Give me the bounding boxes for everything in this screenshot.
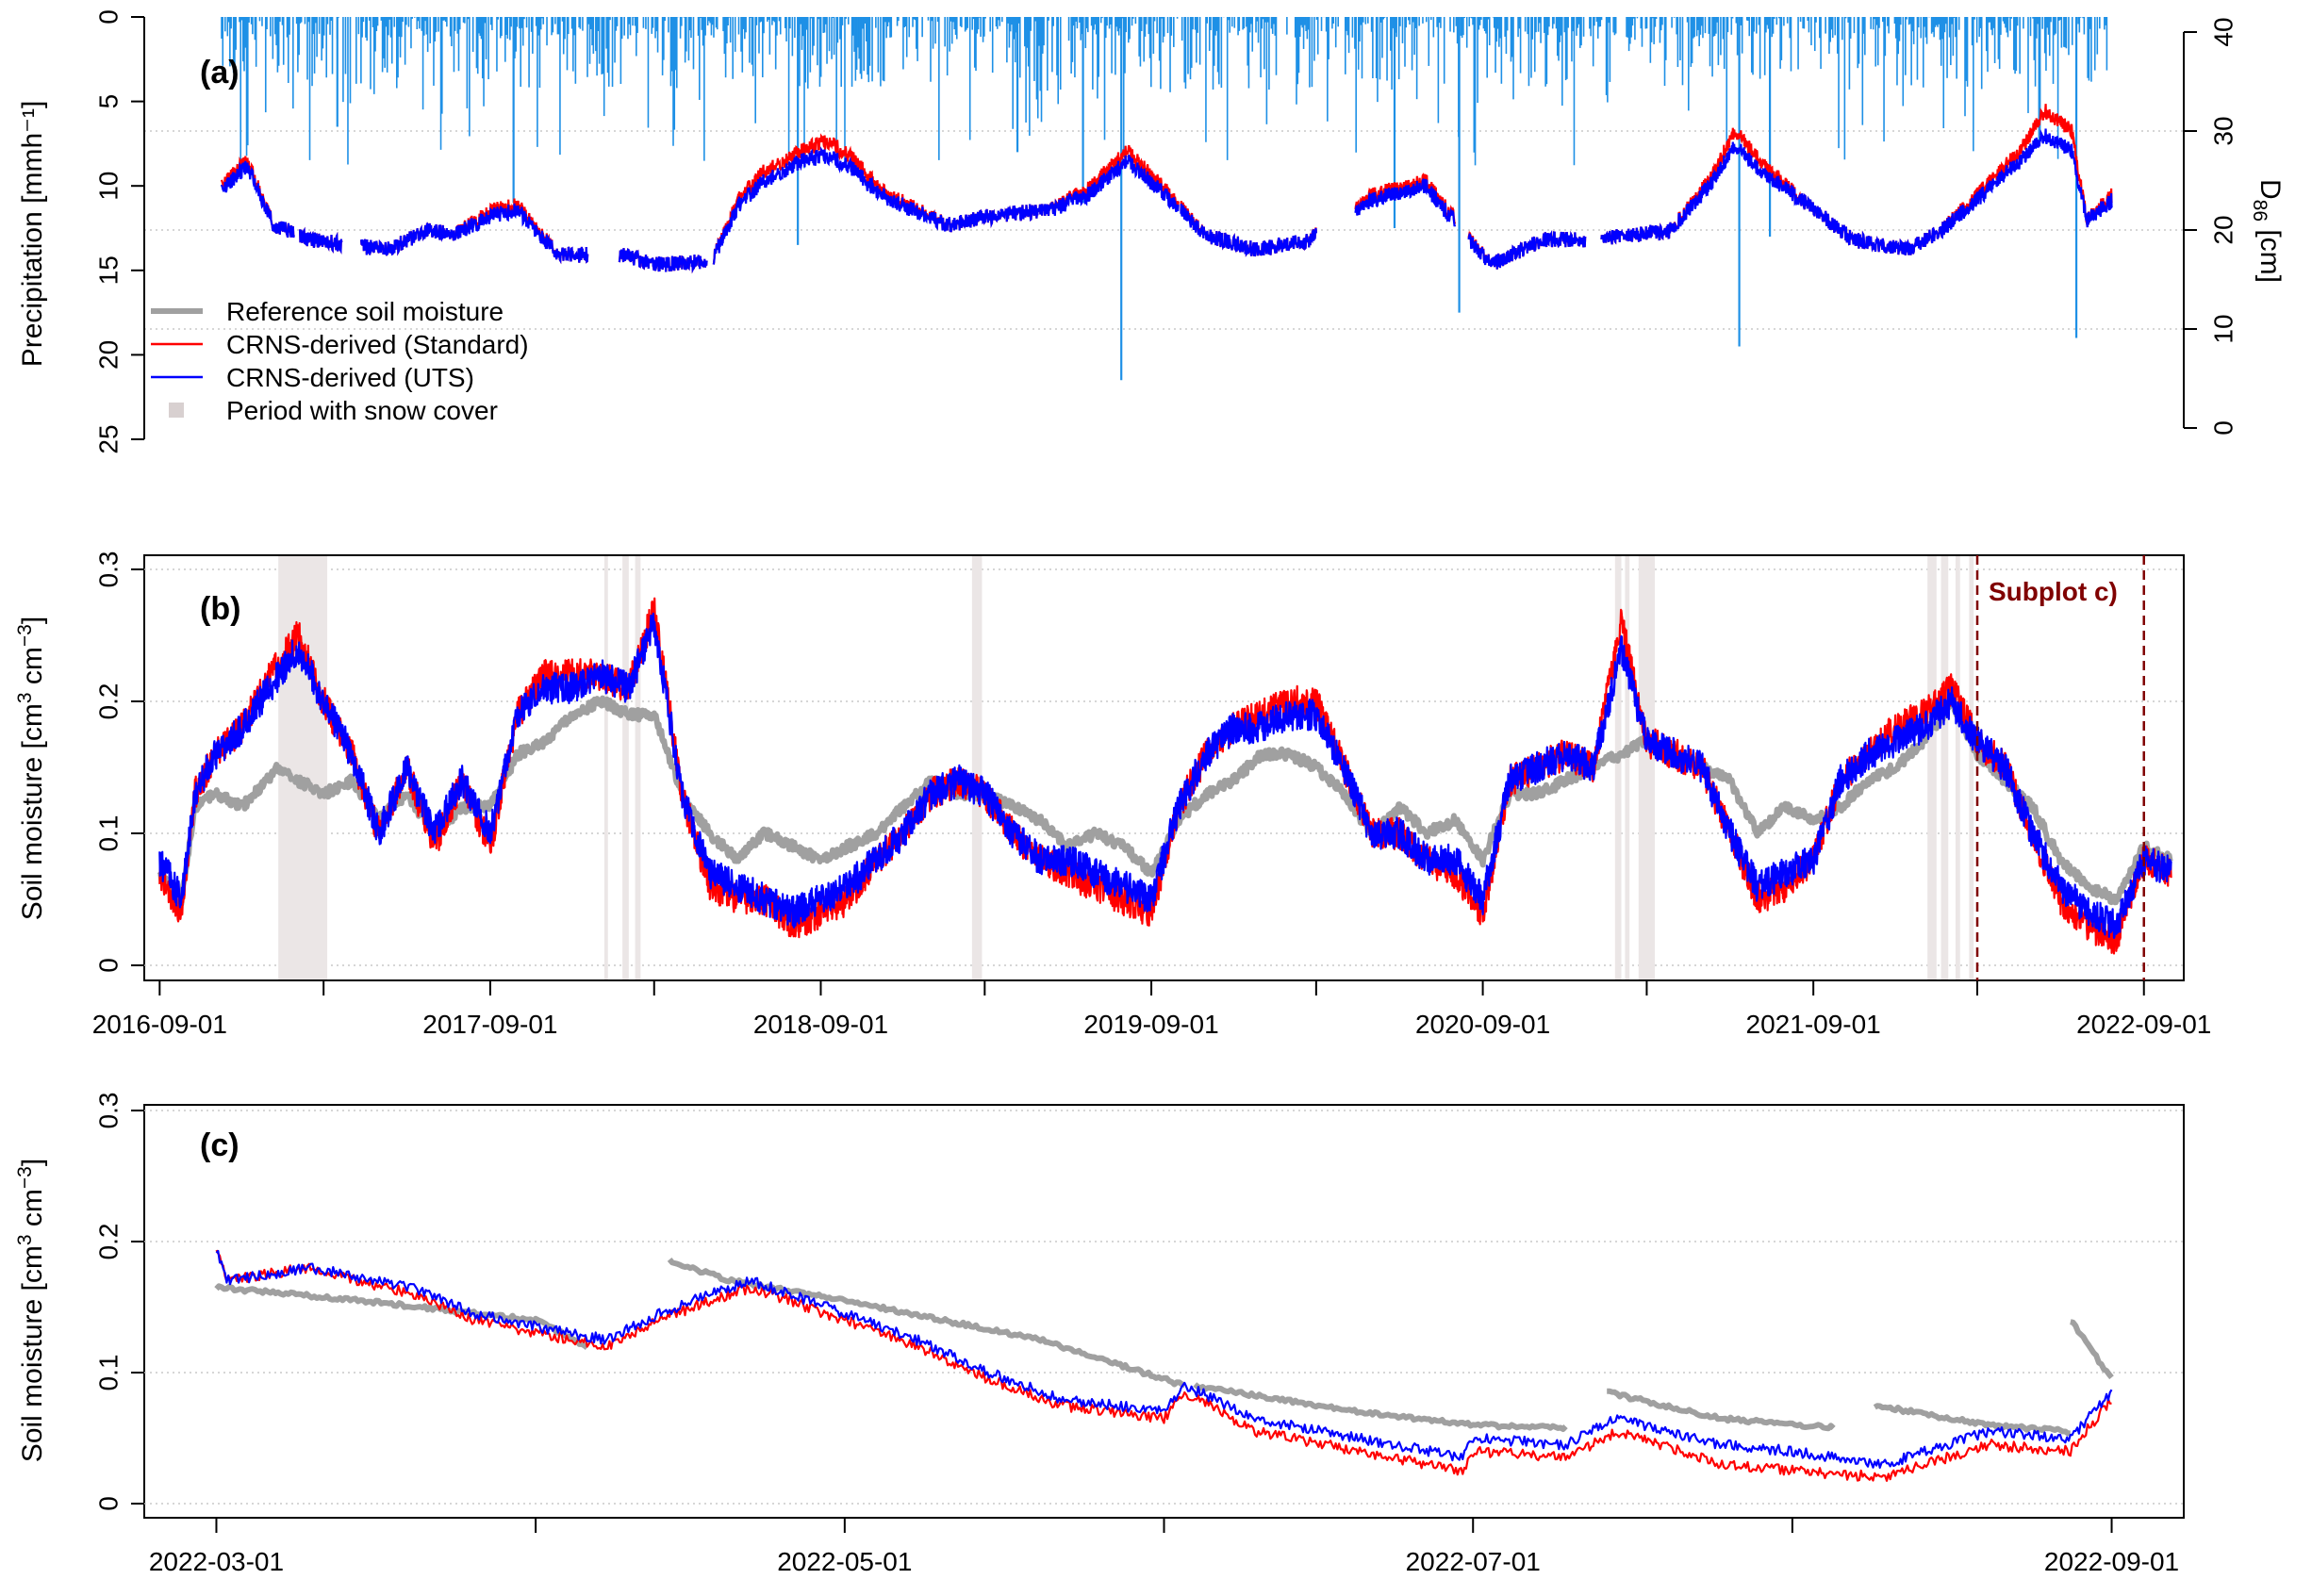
d86-segment xyxy=(1180,204,1317,257)
snow-period xyxy=(635,556,641,979)
panel-a: 0 5 10 15 20 25 0 10 20 30 40 Precipitation [mmh⁻¹]… xyxy=(17,9,2286,453)
y-tick-label: 0 xyxy=(93,1496,123,1511)
plot-frame xyxy=(143,554,2185,981)
y-tick-label: 25 xyxy=(93,424,123,453)
panel-c: 0 0.1 0.2 0.3 Soil moisture [cm3 cm−3] 2022-0… xyxy=(14,1093,2185,1576)
snow-periods xyxy=(278,556,1974,979)
subplot-marker-label: Subplot c) xyxy=(1989,577,2118,606)
y-tick-label: 15 xyxy=(93,255,123,285)
snow-period xyxy=(971,556,983,979)
d86-standard-series xyxy=(220,104,2113,274)
d86-segment xyxy=(1600,104,2113,255)
x-tick-label: 2018-09-01 xyxy=(753,1010,888,1039)
standard-series xyxy=(215,1249,2112,1482)
panel-c-label: (c) xyxy=(200,1127,239,1163)
uts-series xyxy=(158,612,2172,940)
x-tick-label: 2022-09-01 xyxy=(2076,1010,2211,1039)
y-axis-label: Precipitation [mmh⁻¹] xyxy=(17,101,48,368)
x-tick-label: 2021-09-01 xyxy=(1746,1010,1881,1039)
reference-segment xyxy=(214,1283,589,1351)
snow-period xyxy=(1638,556,1656,979)
d86-segment xyxy=(1354,177,1457,227)
y-axis-label: Soil moisture [cm3 cm−3] xyxy=(14,1159,48,1462)
d86-segment xyxy=(712,146,1180,265)
snow-period xyxy=(1614,556,1622,979)
y-tick-label: 0.1 xyxy=(93,815,123,852)
legend-swatch-snow xyxy=(169,403,184,418)
snow-period xyxy=(1927,556,1937,979)
y-tick-label: 0.1 xyxy=(93,1355,123,1391)
y2-axis-label: D86 [cm] xyxy=(2249,179,2286,283)
y-tick-label: 20 xyxy=(93,340,123,370)
legend-label: CRNS-derived (UTS) xyxy=(226,363,474,392)
legend-label: CRNS-derived (Standard) xyxy=(226,330,529,359)
y-tick-label: 0.2 xyxy=(93,1224,123,1260)
d86-segment xyxy=(712,133,1180,265)
d86-segment xyxy=(360,203,589,265)
y2-tick-label: 40 xyxy=(2208,17,2238,46)
reference-segment xyxy=(1607,1388,1836,1432)
reference-segment xyxy=(1873,1403,2072,1437)
d86-segment xyxy=(299,226,343,255)
x-tick-label: 2020-09-01 xyxy=(1415,1010,1550,1039)
snow-period xyxy=(1955,556,1960,979)
snow-period xyxy=(1969,556,1974,979)
snow-period xyxy=(1625,556,1630,979)
panel-b-label: (b) xyxy=(200,591,240,627)
y-tick-label: 5 xyxy=(93,94,123,109)
y2-tick-label: 20 xyxy=(2208,215,2238,244)
subplot-c-marker: Subplot c) xyxy=(1975,555,2145,980)
panel-b: 0 0.1 0.2 0.3 Soil moisture [cm3 cm−3] 2016-0… xyxy=(14,551,2211,1039)
snow-period xyxy=(1940,556,1949,979)
snow-period xyxy=(603,556,608,979)
x-tick-label: 2022-05-01 xyxy=(777,1547,912,1576)
y-axis-label: Soil moisture [cm3 cm−3] xyxy=(14,617,48,920)
y-tick-label: 0.3 xyxy=(93,551,123,588)
x-tick-label: 2022-09-01 xyxy=(2044,1547,2179,1576)
legend-label: Reference soil moisture xyxy=(226,297,504,326)
d86-uts-series xyxy=(220,128,2113,274)
y2-tick-label: 10 xyxy=(2208,314,2238,343)
d86-segment xyxy=(618,248,708,274)
y-tick-label: 0 xyxy=(93,9,123,25)
legend-label: Period with snow cover xyxy=(226,396,498,425)
y-tick-label: 0.2 xyxy=(93,683,123,720)
reference-segment xyxy=(157,695,2173,907)
y-tick-label: 0.3 xyxy=(93,1093,123,1129)
reference-segment xyxy=(667,1257,1185,1388)
d86-segment xyxy=(1467,229,1587,270)
y-tick-label: 0 xyxy=(93,958,123,973)
d86-segment xyxy=(1600,128,2113,255)
reference-series xyxy=(157,695,2173,907)
d86-segment xyxy=(220,160,295,239)
precipitation-bars xyxy=(221,17,2108,381)
y-tick-label: 10 xyxy=(93,172,123,201)
reference-series xyxy=(214,1257,2114,1437)
x-tick-label: 2022-03-01 xyxy=(149,1547,284,1576)
panel-a-label: (a) xyxy=(200,55,239,90)
reference-segment xyxy=(1193,1382,1568,1432)
reference-segment xyxy=(2070,1319,2114,1380)
snow-period xyxy=(622,556,629,979)
y2-tick-label: 0 xyxy=(2208,420,2238,436)
uts-series xyxy=(215,1249,2113,1470)
x-tick-label: 2022-07-01 xyxy=(1406,1547,1541,1576)
x-tick-label: 2019-09-01 xyxy=(1083,1010,1218,1039)
legend: Reference soil moisture CRNS-derived (Sta… xyxy=(151,297,529,425)
x-tick-label: 2016-09-01 xyxy=(92,1010,227,1039)
x-tick-label: 2017-09-01 xyxy=(422,1010,557,1039)
y2-tick-label: 30 xyxy=(2208,116,2238,145)
